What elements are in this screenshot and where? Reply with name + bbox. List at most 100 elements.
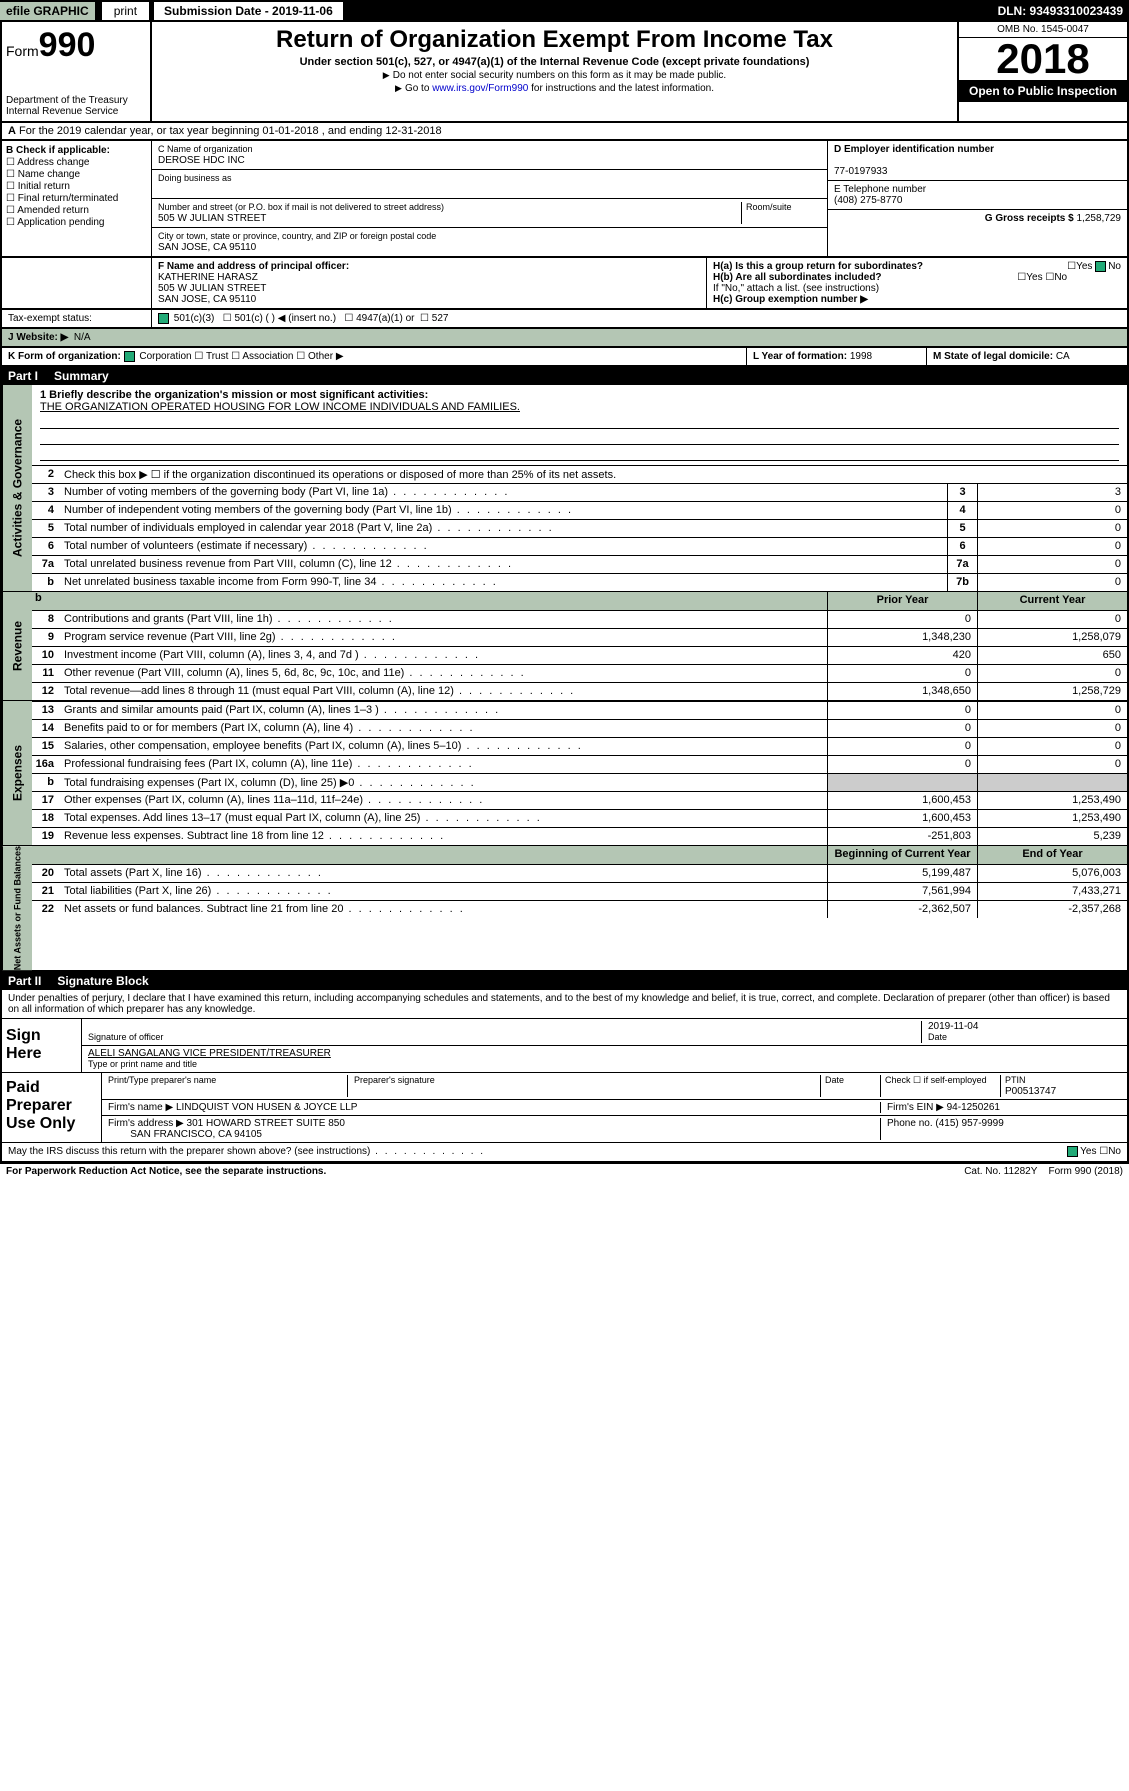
state-domicile: CA bbox=[1056, 351, 1070, 362]
officer-addr1: 505 W JULIAN STREET bbox=[158, 283, 266, 294]
line2: Check this box ▶ ☐ if the organization d… bbox=[60, 466, 1127, 483]
part2-header: Part II Signature Block bbox=[0, 972, 1129, 990]
vlabel-governance: Activities & Governance bbox=[2, 385, 32, 591]
subtitle-2b: Go to www.irs.gov/Form990 for instructio… bbox=[160, 83, 949, 94]
discuss-text: May the IRS discuss this return with the… bbox=[8, 1146, 485, 1157]
phone: (408) 275-8770 bbox=[834, 195, 902, 206]
sign-here-label: Sign Here bbox=[2, 1019, 82, 1072]
form-header: Form990 Department of the Treasury Inter… bbox=[0, 22, 1129, 123]
hb-label: H(b) Are all subordinates included? bbox=[713, 272, 882, 283]
line-15: 15Salaries, other compensation, employee… bbox=[32, 737, 1127, 755]
firm-ein: 94-1250261 bbox=[947, 1102, 1000, 1113]
signature-block: Under penalties of perjury, I declare th… bbox=[0, 990, 1129, 1162]
addr-label: Number and street (or P.O. box if mail i… bbox=[158, 202, 444, 212]
city-label: City or town, state or province, country… bbox=[158, 231, 436, 241]
firm-addr1: 301 HOWARD STREET SUITE 850 bbox=[187, 1118, 345, 1129]
current-year-hdr: Current Year bbox=[977, 592, 1127, 610]
hb-note: If "No," attach a list. (see instruction… bbox=[713, 283, 1121, 294]
gross-receipts: 1,258,729 bbox=[1077, 213, 1122, 224]
end-year-hdr: End of Year bbox=[977, 846, 1127, 864]
checkbox-application-pending[interactable]: ☐ Application pending bbox=[6, 217, 147, 228]
street-address: 505 W JULIAN STREET bbox=[158, 213, 266, 224]
line-b: bTotal fundraising expenses (Part IX, co… bbox=[32, 773, 1127, 791]
line-6: 6Total number of volunteers (estimate if… bbox=[32, 537, 1127, 555]
subtitle-1: Under section 501(c), 527, or 4947(a)(1)… bbox=[160, 56, 949, 68]
form-title: Return of Organization Exempt From Incom… bbox=[160, 26, 949, 54]
line1-label: 1 Briefly describe the organization's mi… bbox=[40, 389, 428, 401]
checkbox-name-change[interactable]: ☐ Name change bbox=[6, 169, 147, 180]
line-14: 14Benefits paid to or for members (Part … bbox=[32, 719, 1127, 737]
ha-label: H(a) Is this a group return for subordin… bbox=[713, 261, 923, 272]
city-state-zip: SAN JOSE, CA 95110 bbox=[158, 242, 256, 253]
row-i-tax-exempt: Tax-exempt status: 501(c)(3) ☐ 501(c) ( … bbox=[0, 310, 1129, 329]
line-7a: 7aTotal unrelated business revenue from … bbox=[32, 555, 1127, 573]
part1-section: Activities & Governance 1 Briefly descri… bbox=[0, 385, 1129, 972]
submission-date: Submission Date - 2019-11-06 bbox=[154, 2, 343, 20]
top-bar: efile GRAPHIC print Submission Date - 20… bbox=[0, 0, 1129, 22]
prior-year-hdr: Prior Year bbox=[827, 592, 977, 610]
officer-sig-name: ALELI SANGALANG VICE PRESIDENT/TREASURER bbox=[88, 1048, 331, 1059]
paid-preparer-label: Paid Preparer Use Only bbox=[2, 1073, 102, 1142]
col-b-checkboxes: B Check if applicable: ☐ Address change☐… bbox=[2, 141, 152, 256]
vlabel-revenue: Revenue bbox=[2, 592, 32, 700]
begin-year-hdr: Beginning of Current Year bbox=[827, 846, 977, 864]
line-11: 11Other revenue (Part VIII, column (A), … bbox=[32, 664, 1127, 682]
row-j-website: J Website: ▶ N/A bbox=[0, 329, 1129, 348]
year-formation: 1998 bbox=[850, 351, 872, 362]
dept-treasury: Department of the Treasury Internal Reve… bbox=[6, 95, 146, 117]
firm-name: LINDQUIST VON HUSEN & JOYCE LLP bbox=[176, 1102, 358, 1113]
part1-header: Part I Summary bbox=[0, 367, 1129, 385]
pra-notice: For Paperwork Reduction Act Notice, see … bbox=[6, 1166, 326, 1177]
cat-no: Cat. No. 11282Y bbox=[964, 1166, 1037, 1177]
hc-label: H(c) Group exemption number ▶ bbox=[713, 294, 868, 305]
line-22: 22Net assets or fund balances. Subtract … bbox=[32, 900, 1127, 918]
line-13: 13Grants and similar amounts paid (Part … bbox=[32, 701, 1127, 719]
line-3: 3Number of voting members of the governi… bbox=[32, 483, 1127, 501]
firm-phone: (415) 957-9999 bbox=[935, 1118, 1003, 1129]
sig-date: 2019-11-04 bbox=[928, 1021, 978, 1032]
checkbox-amended-return[interactable]: ☐ Amended return bbox=[6, 205, 147, 216]
line-8: 8Contributions and grants (Part VIII, li… bbox=[32, 610, 1127, 628]
line-19: 19Revenue less expenses. Subtract line 1… bbox=[32, 827, 1127, 845]
line-18: 18Total expenses. Add lines 13–17 (must … bbox=[32, 809, 1127, 827]
col-de: D Employer identification number 77-0197… bbox=[827, 141, 1127, 256]
ptin: P00513747 bbox=[1005, 1086, 1056, 1097]
ein-label: D Employer identification number bbox=[834, 144, 994, 155]
phone-label: E Telephone number bbox=[834, 184, 926, 195]
room-label: Room/suite bbox=[746, 202, 792, 212]
row-f-h: F Name and address of principal officer:… bbox=[0, 258, 1129, 310]
footer: For Paperwork Reduction Act Notice, see … bbox=[0, 1163, 1129, 1179]
discuss-yes-check[interactable] bbox=[1067, 1146, 1078, 1157]
line-12: 12Total revenue—add lines 8 through 11 (… bbox=[32, 682, 1127, 700]
vlabel-expenses: Expenses bbox=[2, 701, 32, 845]
mission-text: THE ORGANIZATION OPERATED HOUSING FOR LO… bbox=[40, 401, 520, 413]
officer-label: F Name and address of principal officer: bbox=[158, 261, 349, 272]
open-public: Open to Public Inspection bbox=[959, 80, 1127, 102]
ha-no-check[interactable] bbox=[1095, 261, 1106, 272]
print-button[interactable]: print bbox=[101, 1, 150, 21]
corp-check[interactable] bbox=[124, 351, 135, 362]
irs-link[interactable]: www.irs.gov/Form990 bbox=[432, 83, 528, 94]
header-block: B Check if applicable: ☐ Address change☐… bbox=[0, 141, 1129, 258]
checkbox-initial-return[interactable]: ☐ Initial return bbox=[6, 181, 147, 192]
checkbox-final-return-terminated[interactable]: ☐ Final return/terminated bbox=[6, 193, 147, 204]
line-4: 4Number of independent voting members of… bbox=[32, 501, 1127, 519]
line-5: 5Total number of individuals employed in… bbox=[32, 519, 1127, 537]
row-a-period: A For the 2019 calendar year, or tax yea… bbox=[0, 123, 1129, 141]
line-10: 10Investment income (Part VIII, column (… bbox=[32, 646, 1127, 664]
line-16a: 16aProfessional fundraising fees (Part I… bbox=[32, 755, 1127, 773]
line-21: 21Total liabilities (Part X, line 26)7,5… bbox=[32, 882, 1127, 900]
tax-year: 2018 bbox=[959, 38, 1127, 80]
dba-label: Doing business as bbox=[158, 173, 232, 183]
ein: 77-0197933 bbox=[834, 166, 887, 177]
line-9: 9Program service revenue (Part VIII, lin… bbox=[32, 628, 1127, 646]
501c3-check[interactable] bbox=[158, 313, 169, 324]
line-7b: bNet unrelated business taxable income f… bbox=[32, 573, 1127, 591]
row-b-shade: b bbox=[32, 592, 827, 610]
checkbox-address-change[interactable]: ☐ Address change bbox=[6, 157, 147, 168]
subtitle-2a: Do not enter social security numbers on … bbox=[160, 70, 949, 81]
line-17: 17Other expenses (Part IX, column (A), l… bbox=[32, 791, 1127, 809]
firm-addr2: SAN FRANCISCO, CA 94105 bbox=[130, 1129, 262, 1140]
dln: DLN: 93493310023439 bbox=[998, 4, 1129, 18]
col-c-name: C Name of organization DEROSE HDC INC Do… bbox=[152, 141, 827, 256]
